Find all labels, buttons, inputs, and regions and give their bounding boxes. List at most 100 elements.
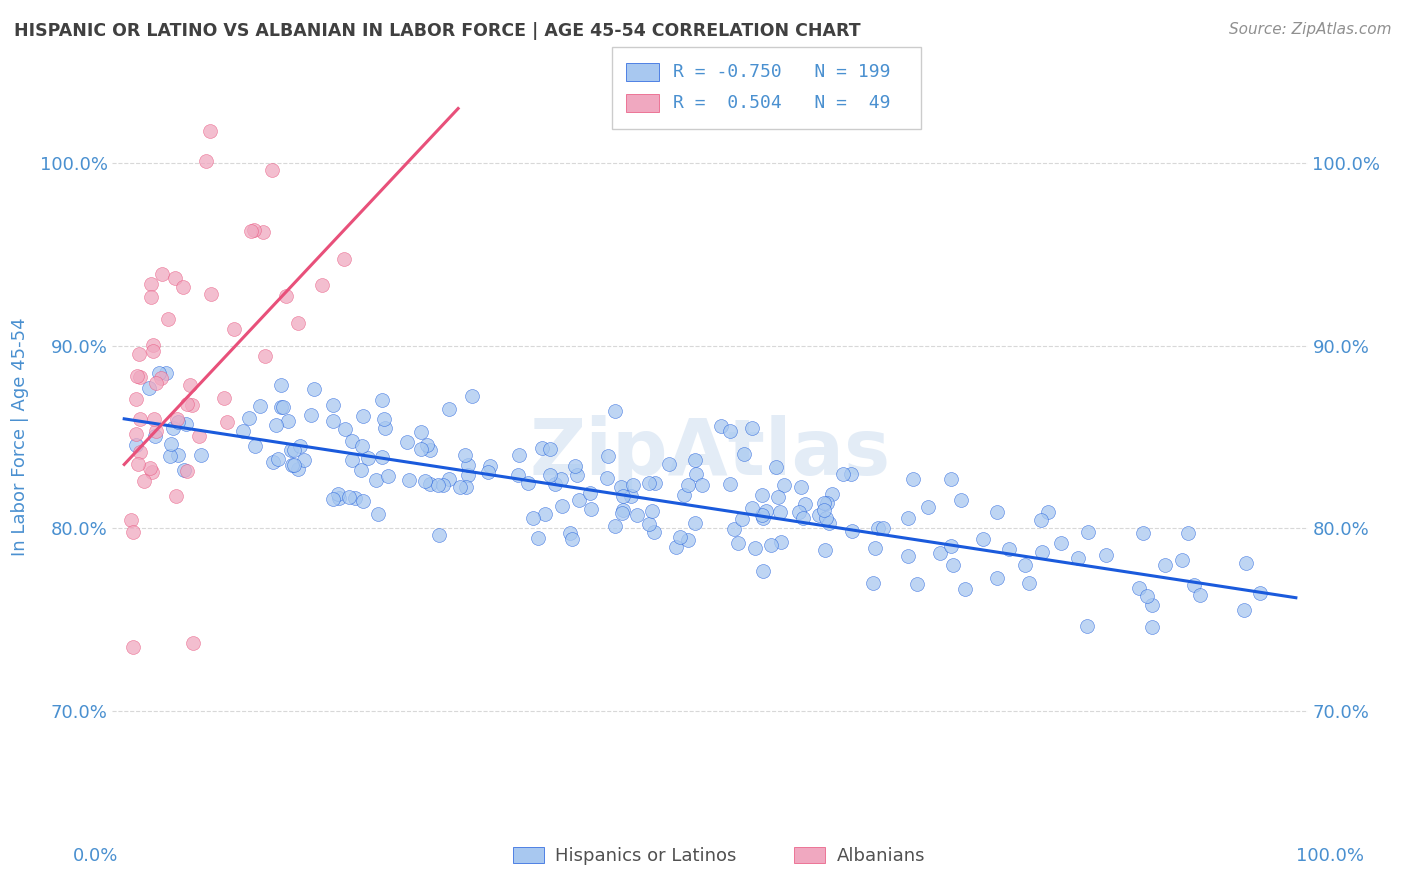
Point bbox=[821, 486, 844, 500]
Point bbox=[1171, 553, 1194, 567]
Point bbox=[872, 521, 894, 535]
Point bbox=[342, 434, 364, 449]
Point bbox=[142, 344, 165, 359]
Point bbox=[333, 422, 356, 436]
Point bbox=[283, 458, 305, 473]
Point bbox=[550, 472, 572, 486]
Point bbox=[1233, 603, 1256, 617]
Point bbox=[1177, 526, 1199, 541]
Point bbox=[270, 377, 292, 392]
Point bbox=[766, 490, 789, 504]
Point bbox=[129, 369, 152, 384]
Point bbox=[183, 635, 205, 649]
Point bbox=[718, 424, 741, 438]
Point bbox=[364, 474, 387, 488]
Point bbox=[432, 478, 454, 492]
Point bbox=[371, 393, 394, 408]
Point bbox=[287, 462, 309, 476]
Point bbox=[710, 418, 733, 433]
Point bbox=[531, 441, 554, 455]
Point bbox=[125, 437, 148, 451]
Point bbox=[277, 414, 299, 428]
Point bbox=[626, 508, 648, 522]
Point bbox=[769, 505, 792, 519]
Point bbox=[176, 397, 198, 411]
Point bbox=[787, 505, 810, 519]
Point bbox=[612, 489, 634, 503]
Point bbox=[449, 480, 471, 494]
Point bbox=[752, 564, 775, 578]
Point bbox=[596, 450, 619, 464]
Point bbox=[200, 124, 222, 138]
Point bbox=[377, 469, 399, 483]
Point bbox=[605, 519, 627, 533]
Point bbox=[148, 367, 170, 381]
Point bbox=[683, 516, 706, 531]
Point bbox=[1140, 598, 1163, 612]
Point bbox=[949, 492, 972, 507]
Point bbox=[752, 510, 775, 524]
Point bbox=[901, 471, 924, 485]
Point bbox=[145, 424, 167, 438]
Point bbox=[751, 488, 773, 502]
Point bbox=[173, 463, 195, 477]
Text: Hispanics or Latinos: Hispanics or Latinos bbox=[555, 847, 737, 865]
Point bbox=[322, 492, 344, 507]
Point bbox=[180, 398, 202, 412]
Point bbox=[690, 478, 713, 492]
Point bbox=[897, 549, 920, 563]
Point bbox=[733, 447, 755, 461]
Point bbox=[939, 539, 962, 553]
Point bbox=[326, 486, 349, 500]
Point bbox=[374, 421, 396, 435]
Point bbox=[1014, 558, 1036, 572]
Point bbox=[1018, 575, 1040, 590]
Point bbox=[461, 389, 484, 403]
Text: R = -0.750   N = 199: R = -0.750 N = 199 bbox=[673, 63, 891, 81]
Point bbox=[159, 437, 181, 451]
Point bbox=[172, 280, 194, 294]
Point bbox=[897, 510, 920, 524]
Point bbox=[808, 508, 831, 522]
Point bbox=[283, 443, 305, 458]
Point bbox=[637, 475, 659, 490]
Point bbox=[773, 478, 796, 492]
Point bbox=[190, 449, 212, 463]
Point bbox=[813, 496, 835, 510]
Point bbox=[578, 486, 600, 500]
Point bbox=[929, 546, 952, 560]
Point bbox=[139, 290, 162, 304]
Point bbox=[612, 503, 634, 517]
Point bbox=[1067, 550, 1090, 565]
Point bbox=[454, 448, 477, 462]
Text: HISPANIC OR LATINO VS ALBANIAN IN LABOR FORCE | AGE 45-54 CORRELATION CHART: HISPANIC OR LATINO VS ALBANIAN IN LABOR … bbox=[14, 22, 860, 40]
Point bbox=[568, 493, 591, 508]
Point bbox=[134, 474, 156, 488]
Point bbox=[538, 468, 561, 483]
Point bbox=[150, 370, 173, 384]
Point bbox=[212, 391, 235, 405]
Point bbox=[121, 524, 143, 539]
Point bbox=[264, 418, 287, 433]
Point bbox=[398, 473, 420, 487]
Point bbox=[166, 412, 188, 426]
Point bbox=[357, 450, 380, 465]
Point bbox=[419, 443, 441, 458]
Point bbox=[274, 289, 297, 303]
Point bbox=[986, 571, 1008, 585]
Point bbox=[561, 532, 583, 546]
Point bbox=[139, 460, 162, 475]
Point bbox=[127, 457, 149, 471]
Point bbox=[302, 382, 325, 396]
Point bbox=[125, 392, 148, 406]
Point bbox=[579, 502, 602, 516]
Point bbox=[413, 474, 436, 488]
Point bbox=[621, 478, 644, 492]
Point bbox=[290, 439, 312, 453]
Point bbox=[129, 445, 152, 459]
Point bbox=[744, 541, 766, 555]
Point bbox=[814, 542, 837, 557]
Point bbox=[162, 421, 184, 435]
Y-axis label: In Labor Force | Age 45-54: In Labor Force | Age 45-54 bbox=[10, 318, 28, 557]
Point bbox=[917, 500, 939, 515]
